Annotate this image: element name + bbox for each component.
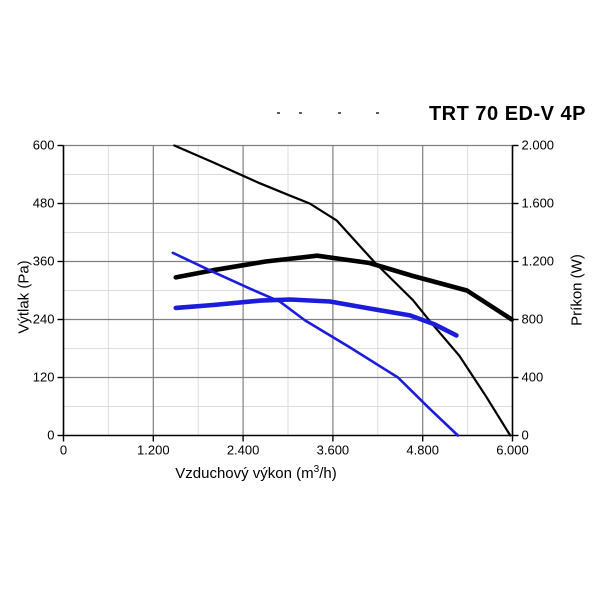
x-axis-label-superscript: 3 — [313, 464, 320, 475]
x-axis-label-text: Vzduchový výkon (m — [175, 465, 314, 482]
x-tick-label: 0 — [60, 443, 67, 458]
pressure-curve-low-speed — [171, 251, 460, 437]
y-left-tick-label: 360 — [33, 254, 55, 269]
y-right-tick-label: 400 — [522, 370, 544, 385]
chart-title: TRT 70 ED-V 4P — [428, 103, 586, 125]
x-tick-label: 3.600 — [317, 443, 350, 458]
y-left-tick-label: 120 — [33, 370, 55, 385]
x-axis-label-unit: /h) — [319, 465, 337, 482]
y-left-tick-label: 480 — [33, 196, 55, 211]
x-tick-label: 1.200 — [137, 443, 170, 458]
y-right-tick-label: 2.000 — [522, 138, 555, 153]
artifact-dot — [338, 112, 341, 114]
x-axis-label: Vzduchový výkon (m3/h) — [175, 464, 336, 482]
y-left-tick-label: 0 — [47, 428, 54, 443]
y-left-tick-label: 240 — [33, 312, 55, 327]
y-right-tick-label: 0 — [522, 428, 529, 443]
y-axis-label-right: Príkon (W) — [568, 254, 586, 326]
x-tick-label: 6.000 — [496, 443, 529, 458]
x-tick-label: 2.400 — [227, 443, 260, 458]
x-tick-label: 4.800 — [406, 443, 439, 458]
pressure-curve-high-speed — [173, 144, 512, 437]
y-right-tick-label: 1.600 — [522, 196, 555, 211]
power-curve-high-speed — [173, 253, 515, 322]
power-curve-low-speed — [173, 297, 459, 338]
y-left-tick-label: 600 — [33, 138, 55, 153]
artifact-dot — [299, 112, 302, 114]
y-axis-label-left: Výtlak (Pa) — [15, 260, 33, 334]
y-right-tick-label: 1.200 — [522, 254, 555, 269]
artifact-dot — [277, 112, 280, 114]
artifact-dot — [376, 112, 379, 114]
y-right-tick-label: 800 — [522, 312, 544, 327]
